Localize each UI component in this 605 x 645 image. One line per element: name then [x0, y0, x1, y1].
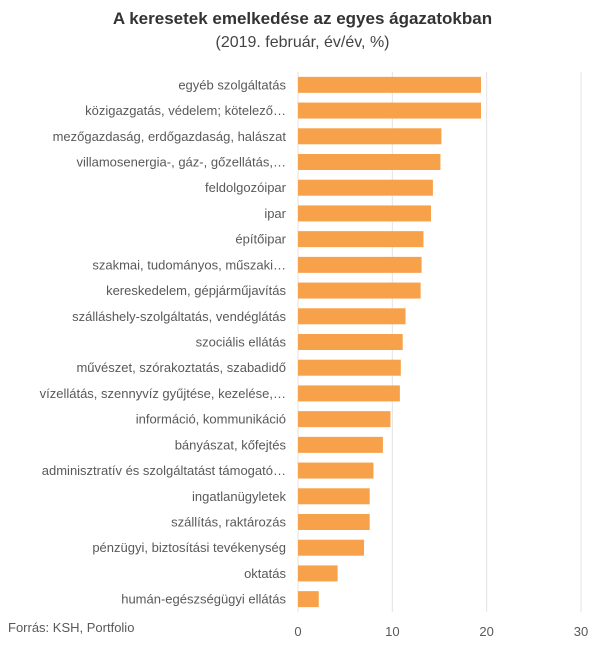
category-label-18: szállítás, raktározás	[171, 515, 286, 530]
x-tick-label-0: 0	[294, 624, 301, 639]
category-label-3: mezőgazdaság, erdőgazdaság, halászat	[53, 129, 287, 144]
category-label-9: kereskedelem, gépjárműjavítás	[106, 283, 286, 298]
source-note: Forrás: KSH, Portfolio	[8, 620, 135, 635]
bar-16	[298, 462, 374, 479]
category-label-10: szálláshely-szolgáltatás, vendéglátás	[72, 309, 286, 324]
category-label-20: oktatás	[244, 566, 286, 581]
x-tick-label-20: 20	[479, 624, 493, 639]
bar-4	[298, 154, 441, 170]
bar-10	[298, 308, 406, 325]
category-label-17: ingatlanügyletek	[192, 489, 286, 504]
category-label-5: feldolgozóipar	[205, 180, 287, 195]
category-label-12: művészet, szórakoztatás, szabadidő	[76, 360, 286, 375]
category-label-6: ipar	[264, 206, 286, 221]
bar-19	[298, 539, 365, 556]
bar-17	[298, 488, 370, 505]
x-tick-label-10: 10	[385, 624, 399, 639]
category-label-4: villamosenergia-, gáz-, gőzellátás,…	[76, 155, 286, 170]
bar-21	[298, 591, 319, 608]
category-label-14: információ, kommunikáció	[136, 412, 286, 427]
category-label-21: humán-egészségügyi ellátás	[121, 592, 286, 607]
chart-subtitle: (2019. február, év/év, %)	[215, 34, 390, 51]
category-label-15: bányászat, kőfejtés	[175, 437, 287, 452]
chart-title: A keresetek emelkedése az egyes ágazatok…	[112, 9, 493, 28]
bar-7	[298, 231, 424, 248]
x-tick-label-30: 30	[574, 624, 588, 639]
bar-8	[298, 256, 422, 273]
category-label-1: egyéb szolgáltatás	[178, 77, 286, 92]
bar-12	[298, 359, 401, 376]
bar-2	[298, 102, 482, 119]
bar-20	[298, 565, 338, 582]
bar-11	[298, 334, 403, 350]
category-label-13: vízellátás, szennyvíz gyűjtése, kezelése…	[40, 386, 286, 401]
bar-3	[298, 128, 442, 145]
bar-14	[298, 411, 391, 428]
category-label-8: szakmai, tudományos, műszaki…	[92, 257, 286, 272]
bar-9	[298, 282, 421, 299]
bar-6	[298, 205, 432, 222]
category-label-7: építőipar	[235, 232, 286, 247]
bar-13	[298, 385, 400, 402]
bar-15	[298, 436, 383, 453]
category-label-16: adminisztratív és szolgáltatást támogató…	[42, 463, 286, 478]
bar-18	[298, 514, 370, 530]
bar-1	[298, 76, 482, 93]
category-label-19: pénzügyi, biztosítási tevékenység	[92, 540, 286, 555]
category-label-11: szociális ellátás	[196, 335, 287, 350]
bar-5	[298, 179, 433, 196]
category-label-2: közigazgatás, védelem; kötelező…	[85, 103, 286, 118]
